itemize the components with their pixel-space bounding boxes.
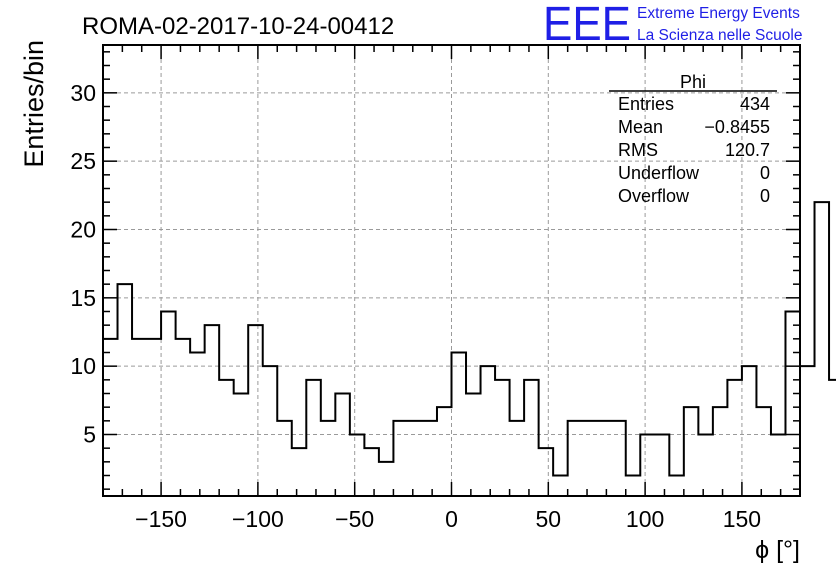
- stats-label-entries: Entries: [618, 94, 674, 114]
- histogram-bin: [234, 394, 249, 497]
- x-tick-label-6: 150: [723, 506, 761, 532]
- histogram-bin: [393, 421, 408, 496]
- histogram-bin: [103, 339, 118, 496]
- histogram-bin: [510, 421, 525, 496]
- y-tick-labels: 5 10 15 20 25 30: [70, 80, 96, 448]
- stats-label-overflow: Overflow: [618, 186, 690, 206]
- histogram-bin: [335, 394, 350, 497]
- histogram-bin: [756, 407, 771, 496]
- histogram-bin: [147, 339, 162, 496]
- histogram-bin: [640, 435, 655, 497]
- histogram-bin: [626, 476, 641, 497]
- histogram-bin: [422, 421, 437, 496]
- histogram-bin: [437, 407, 452, 496]
- chart-title: ROMA-02-2017-10-24-00412: [82, 13, 394, 40]
- histogram-bin: [495, 380, 510, 496]
- histogram-bin: [568, 421, 583, 496]
- y-tick-label-2: 15: [70, 285, 96, 311]
- logo-line2: La Scienza nelle Scuole: [637, 27, 802, 44]
- histogram-bin: [263, 366, 278, 496]
- histogram-bin: [379, 462, 394, 496]
- histogram-bin: [597, 421, 612, 496]
- stats-box: Phi Entries 434 Mean −0.8455 RMS 120.7 Underfl…: [609, 72, 777, 206]
- histogram-bin: [829, 380, 836, 496]
- stats-value-rms: 120.7: [725, 140, 770, 160]
- histogram-bin: [466, 394, 481, 497]
- histogram-bin: [669, 476, 684, 497]
- histogram-bin: [205, 325, 220, 496]
- y-tick-label-5: 30: [70, 80, 96, 106]
- stats-box-rows: Entries 434 Mean −0.8455 RMS 120.7 Underflow 0 O…: [618, 94, 770, 206]
- x-tick-label-4: 50: [536, 506, 562, 532]
- histogram-bin: [408, 421, 423, 496]
- histogram-bin: [771, 435, 786, 497]
- histogram-bin: [321, 421, 336, 496]
- histogram-bin: [742, 366, 757, 496]
- histogram-bin: [161, 312, 176, 497]
- stats-value-underflow: 0: [760, 163, 770, 183]
- histogram-bin: [132, 339, 147, 496]
- histogram-bin: [452, 353, 467, 497]
- histogram-bin: [800, 366, 815, 496]
- y-tick-label-3: 20: [70, 217, 96, 243]
- histogram-bin: [727, 380, 742, 496]
- axis-ticks: [103, 45, 800, 496]
- histogram-bin: [219, 380, 234, 496]
- stats-value-overflow: 0: [760, 186, 770, 206]
- x-axis-label: ϕ [°]: [755, 536, 800, 564]
- y-tick-label-4: 25: [70, 148, 96, 174]
- histogram-bin: [481, 366, 496, 496]
- histogram-bin: [684, 407, 699, 496]
- x-tick-label-0: −150: [135, 506, 187, 532]
- y-tick-label-0: 5: [83, 422, 96, 448]
- histogram-bin: [553, 476, 568, 497]
- stats-label-underflow: Underflow: [618, 163, 700, 183]
- stats-label-mean: Mean: [618, 117, 663, 137]
- histogram-bin: [524, 380, 539, 496]
- histogram-bin: [350, 435, 365, 497]
- stats-value-entries: 434: [740, 94, 770, 114]
- x-tick-label-1: −100: [232, 506, 284, 532]
- eee-logo: EEE Extreme Energy Events La Scienza nel…: [543, 0, 802, 51]
- stats-label-rms: RMS: [618, 140, 658, 160]
- stats-value-mean: −0.8455: [704, 117, 770, 137]
- x-tick-label-2: −50: [335, 506, 374, 532]
- histogram-bin: [248, 325, 263, 496]
- grid-lines: [103, 45, 800, 496]
- histogram-bin: [306, 380, 321, 496]
- y-tick-label-1: 10: [70, 353, 96, 379]
- histogram-bin: [539, 448, 554, 496]
- y-axis-label: Entries/bin: [19, 40, 49, 168]
- x-tick-label-5: 100: [626, 506, 664, 532]
- histogram-bin: [815, 202, 830, 496]
- histogram-bin: [292, 448, 307, 496]
- histogram-bin: [277, 421, 292, 496]
- stats-box-name: Phi: [680, 72, 706, 92]
- x-tick-labels: −150 −100 −50 0 50 100 150: [135, 506, 761, 532]
- x-tick-label-3: 0: [445, 506, 458, 532]
- histogram-bin: [611, 421, 626, 496]
- histogram-bin: [190, 353, 205, 497]
- histogram-bin: [176, 339, 191, 496]
- logo-line1: Extreme Energy Events: [637, 5, 800, 22]
- histogram-bin: [118, 284, 133, 496]
- histogram-bin: [713, 407, 728, 496]
- histogram-bin: [655, 435, 670, 497]
- logo-mark: EEE: [543, 0, 631, 51]
- histogram-bin: [582, 421, 597, 496]
- histogram-outline: [102, 201, 836, 496]
- histogram-bin: [698, 435, 713, 497]
- histogram-bin: [364, 448, 379, 496]
